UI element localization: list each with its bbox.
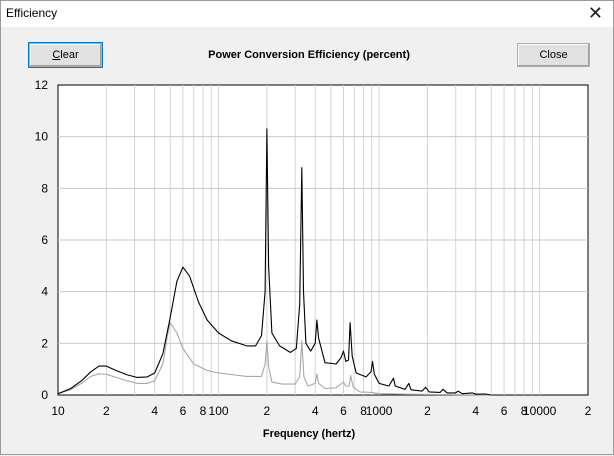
x-tick-label-5: 100 bbox=[209, 404, 229, 418]
title-bar: Efficiency ✕ bbox=[1, 1, 613, 27]
y-tick-label-4: 8 bbox=[41, 181, 48, 195]
x-tick-label-15: 10000 bbox=[523, 404, 557, 418]
clear-button-label: Clear bbox=[52, 49, 79, 61]
x-tick-label-1: 2 bbox=[103, 404, 110, 418]
x-axis-label: Frequency (hertz) bbox=[262, 428, 356, 440]
x-tick-label-16: 2 bbox=[585, 404, 592, 418]
x-tick-label-11: 2 bbox=[424, 404, 431, 418]
x-tick-label-12: 4 bbox=[472, 404, 479, 418]
y-tick-label-3: 6 bbox=[41, 233, 48, 247]
x-tick-label-8: 6 bbox=[340, 404, 347, 418]
window-title: Efficiency bbox=[6, 6, 58, 20]
y-tick-label-1: 2 bbox=[41, 336, 48, 350]
x-tick-label-3: 6 bbox=[180, 404, 187, 418]
close-window-icon[interactable]: ✕ bbox=[587, 3, 603, 23]
x-tick-label-14: 8 bbox=[521, 404, 528, 418]
x-tick-label-0: 10 bbox=[51, 404, 65, 418]
series-line-0 bbox=[57, 128, 492, 396]
x-tick-label-9: 8 bbox=[360, 404, 367, 418]
series-line-1 bbox=[57, 322, 492, 396]
x-tick-label-10: 1000 bbox=[366, 404, 393, 418]
clear-button[interactable]: Clear bbox=[28, 42, 103, 68]
y-tick-label-0: 0 bbox=[41, 388, 48, 402]
close-button[interactable]: Close bbox=[517, 43, 590, 67]
x-tick-label-2: 4 bbox=[151, 404, 158, 418]
x-tick-label-4: 8 bbox=[200, 404, 207, 418]
chart-title: Power Conversion Efficiency (percent) bbox=[208, 49, 410, 61]
x-tick-label-7: 4 bbox=[312, 404, 319, 418]
y-tick-label-6: 12 bbox=[35, 78, 49, 92]
y-tick-label-2: 4 bbox=[41, 285, 48, 299]
y-tick-label-5: 10 bbox=[35, 130, 49, 144]
close-button-label: Close bbox=[539, 49, 568, 61]
x-tick-label-6: 2 bbox=[264, 404, 271, 418]
x-tick-label-13: 6 bbox=[501, 404, 508, 418]
